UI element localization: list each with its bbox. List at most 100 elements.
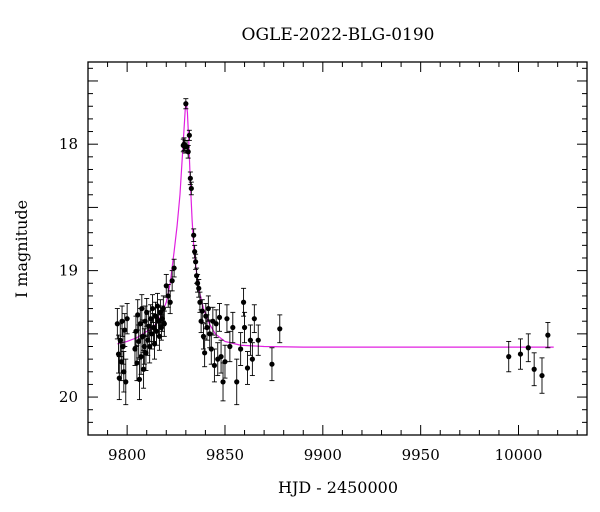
data-point bbox=[230, 324, 236, 331]
data-point bbox=[171, 265, 177, 271]
x-tick-label: 9900 bbox=[304, 446, 342, 464]
x-tick-label: 9800 bbox=[108, 446, 146, 464]
x-tick-label: 10000 bbox=[495, 446, 543, 464]
data-point bbox=[142, 318, 148, 324]
data-point bbox=[247, 337, 254, 343]
data-point bbox=[155, 318, 162, 324]
x-tick-label: 9950 bbox=[402, 446, 440, 464]
data-point bbox=[200, 333, 207, 339]
data-point bbox=[240, 299, 247, 305]
data-point bbox=[148, 316, 154, 322]
data-point bbox=[204, 324, 210, 331]
data-point bbox=[150, 324, 157, 331]
data-point bbox=[224, 316, 230, 322]
data-point bbox=[185, 149, 191, 155]
data-point bbox=[159, 316, 165, 322]
data-point bbox=[269, 361, 275, 367]
data-point bbox=[234, 379, 240, 385]
data-point bbox=[148, 331, 155, 337]
data-point bbox=[531, 366, 537, 372]
data-point bbox=[116, 375, 122, 381]
data-point bbox=[137, 321, 143, 327]
y-tick-label: 18 bbox=[59, 135, 78, 153]
data-point bbox=[216, 314, 223, 321]
data-point bbox=[517, 351, 524, 357]
data-point bbox=[136, 376, 143, 382]
data-point bbox=[163, 283, 169, 289]
data-point bbox=[140, 333, 146, 339]
data-point bbox=[199, 308, 205, 314]
y-tick-label: 19 bbox=[59, 262, 78, 280]
data-point bbox=[152, 313, 159, 319]
data-point bbox=[211, 362, 218, 369]
y-tick-label: 20 bbox=[59, 388, 78, 406]
data-point bbox=[161, 321, 167, 327]
data-point bbox=[115, 351, 122, 357]
data-point bbox=[121, 369, 127, 375]
x-axis-label: HJD - 2450000 bbox=[278, 478, 398, 497]
data-point bbox=[132, 346, 138, 352]
data-point bbox=[117, 337, 123, 343]
y-axis-label: I magnitude bbox=[12, 200, 31, 298]
data-point bbox=[193, 259, 199, 265]
plot-area bbox=[114, 98, 554, 406]
data-point bbox=[139, 305, 145, 312]
data-point bbox=[141, 343, 147, 350]
data-point bbox=[525, 345, 531, 351]
data-point bbox=[134, 360, 140, 366]
data-point bbox=[151, 341, 158, 347]
data-point bbox=[238, 346, 244, 352]
data-point bbox=[198, 318, 204, 324]
data-point bbox=[123, 379, 129, 385]
data-point bbox=[124, 316, 130, 322]
data-point bbox=[157, 309, 164, 315]
points-layer bbox=[114, 101, 551, 385]
data-point bbox=[222, 359, 228, 365]
data-point bbox=[118, 359, 124, 365]
data-point bbox=[119, 318, 125, 324]
chart-title: OGLE-2022-BLG-0190 bbox=[242, 25, 435, 45]
data-point bbox=[218, 354, 224, 360]
data-point bbox=[506, 354, 512, 360]
data-point bbox=[135, 312, 141, 318]
data-point bbox=[184, 144, 190, 150]
y-ticks: 18 19 20 bbox=[59, 67, 587, 436]
data-point bbox=[138, 354, 144, 360]
data-point bbox=[158, 324, 164, 331]
data-point bbox=[194, 280, 201, 286]
data-point bbox=[227, 343, 233, 350]
data-point bbox=[136, 338, 142, 345]
data-point bbox=[114, 321, 120, 327]
data-point bbox=[194, 273, 200, 279]
data-point bbox=[241, 324, 248, 331]
data-point bbox=[192, 249, 198, 255]
plot-frame bbox=[87, 61, 588, 436]
errorbar-layer bbox=[114, 98, 551, 406]
data-point bbox=[133, 328, 139, 334]
data-point bbox=[153, 328, 160, 334]
data-point bbox=[208, 346, 214, 352]
x-ticks: 9800 9850 9900 9950 10000 bbox=[87, 62, 578, 464]
data-point bbox=[187, 175, 193, 181]
data-point bbox=[120, 343, 126, 350]
data-point bbox=[160, 305, 166, 312]
data-point bbox=[183, 101, 189, 107]
data-point bbox=[149, 305, 156, 312]
data-point bbox=[251, 316, 257, 322]
data-point bbox=[156, 333, 163, 339]
data-point bbox=[186, 132, 192, 138]
data-point bbox=[140, 366, 147, 372]
data-point bbox=[197, 299, 203, 305]
data-point bbox=[205, 305, 211, 312]
data-point bbox=[188, 185, 194, 192]
x-tick-label: 9850 bbox=[206, 446, 244, 464]
data-point bbox=[244, 365, 251, 371]
data-point bbox=[203, 313, 209, 319]
data-point bbox=[196, 285, 202, 291]
data-point bbox=[220, 379, 226, 385]
data-point bbox=[207, 331, 213, 337]
data-point bbox=[165, 293, 171, 299]
data-point bbox=[154, 303, 161, 309]
data-point bbox=[122, 327, 128, 333]
